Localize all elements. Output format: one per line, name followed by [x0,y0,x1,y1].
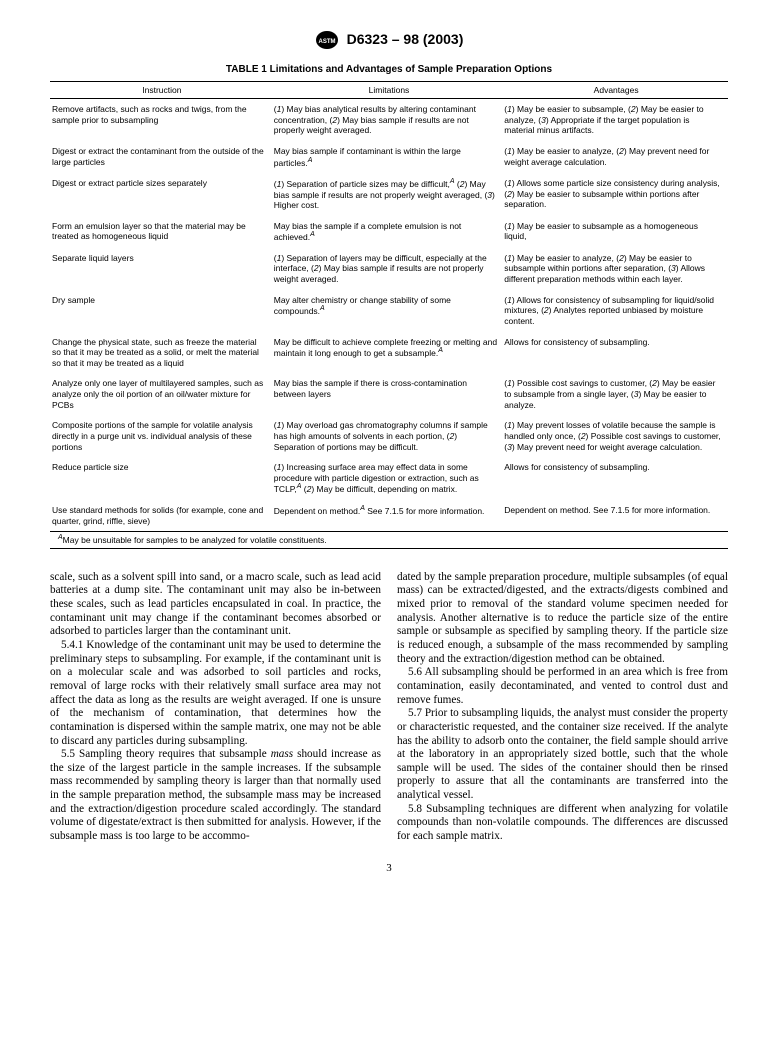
cell-limitations: May be difficult to achieve complete fre… [274,332,505,374]
cell-instruction: Analyze only one layer of multilayered s… [50,373,274,415]
cell-limitations: May bias the sample if a complete emulsi… [274,216,505,248]
table-row: Dry sampleMay alter chemistry or change … [50,290,728,332]
page-number: 3 [50,862,728,876]
cell-advantages: (1) Allows some particle size consistenc… [504,173,728,216]
cell-limitations: May bias the sample if there is cross-co… [274,373,505,415]
cell-limitations: (1) Separation of particle sizes may be … [274,173,505,216]
cell-advantages: (1) May be easier to subsample, (2) May … [504,99,728,141]
para-5-4-cont: scale, such as a solvent spill into sand… [50,571,381,639]
col-advantages: Advantages [504,81,728,99]
cell-limitations: May alter chemistry or change stability … [274,290,505,332]
cell-limitations: (1) Separation of layers may be difficul… [274,248,505,290]
cell-instruction: Remove artifacts, such as rocks and twig… [50,99,274,141]
table-row: Digest or extract particle sizes separat… [50,173,728,216]
svg-text:ASTM: ASTM [318,39,335,45]
cell-instruction: Dry sample [50,290,274,332]
cell-advantages: (1) Possible cost savings to customer, (… [504,373,728,415]
cell-instruction: Composite portions of the sample for vol… [50,415,274,457]
table-row: Composite portions of the sample for vol… [50,415,728,457]
cell-advantages: (1) May be easier to analyze, (2) May pr… [504,141,728,173]
para-5-5: 5.5 Sampling theory requires that subsam… [50,748,381,844]
cell-advantages: (1) Allows for consistency of subsamplin… [504,290,728,332]
table-row: Analyze only one layer of multilayered s… [50,373,728,415]
cell-advantages: Dependent on method. See 7.1.5 for more … [504,500,728,532]
cell-instruction: Digest or extract the contaminant from t… [50,141,274,173]
cell-instruction: Form an emulsion layer so that the mater… [50,216,274,248]
para-5-5-cont: dated by the sample preparation procedur… [397,571,728,667]
col-limitations: Limitations [274,81,505,99]
cell-advantages: (1) May be easier to subsample as a homo… [504,216,728,248]
cell-limitations: (1) May bias analytical results by alter… [274,99,505,141]
cell-advantages: (1) May be easier to analyze, (2) May be… [504,248,728,290]
cell-advantages: Allows for consistency of subsampling. [504,332,728,374]
para-5-6: 5.6 All subsampling should be performed … [397,666,728,707]
cell-limitations: (1) Increasing surface area may effect d… [274,457,505,500]
table-footnote: AMay be unsuitable for samples to be ana… [50,534,728,548]
cell-instruction: Use standard methods for solids (for exa… [50,500,274,532]
cell-advantages: Allows for consistency of subsampling. [504,457,728,500]
table-row: Remove artifacts, such as rocks and twig… [50,99,728,141]
table-row: Separate liquid layers(1) Separation of … [50,248,728,290]
table-row: Form an emulsion layer so that the mater… [50,216,728,248]
cell-limitations: Dependent on method.A See 7.1.5 for more… [274,500,505,532]
document-id: D6323 – 98 (2003) [347,31,464,49]
cell-instruction: Separate liquid layers [50,248,274,290]
col-instruction: Instruction [50,81,274,99]
cell-instruction: Change the physical state, such as freez… [50,332,274,374]
cell-instruction: Reduce particle size [50,457,274,500]
cell-instruction: Digest or extract particle sizes separat… [50,173,274,216]
cell-limitations: (1) May overload gas chromatography colu… [274,415,505,457]
limitations-table: Instruction Limitations Advantages Remov… [50,81,728,533]
document-header: ASTM D6323 – 98 (2003) [50,30,728,50]
table-row: Digest or extract the contaminant from t… [50,141,728,173]
table-row: Change the physical state, such as freez… [50,332,728,374]
astm-logo-icon: ASTM [315,30,339,50]
body-text: scale, such as a solvent spill into sand… [50,571,728,844]
para-5-8: 5.8 Subsampling techniques are different… [397,803,728,844]
table-row: Use standard methods for solids (for exa… [50,500,728,532]
cell-advantages: (1) May prevent losses of volatile becau… [504,415,728,457]
table-title: TABLE 1 Limitations and Advantages of Sa… [50,64,728,77]
cell-limitations: May bias sample if contaminant is within… [274,141,505,173]
para-5-4-1: 5.4.1 Knowledge of the contaminant unit … [50,639,381,748]
table-row: Reduce particle size(1) Increasing surfa… [50,457,728,500]
para-5-7: 5.7 Prior to subsampling liquids, the an… [397,707,728,803]
